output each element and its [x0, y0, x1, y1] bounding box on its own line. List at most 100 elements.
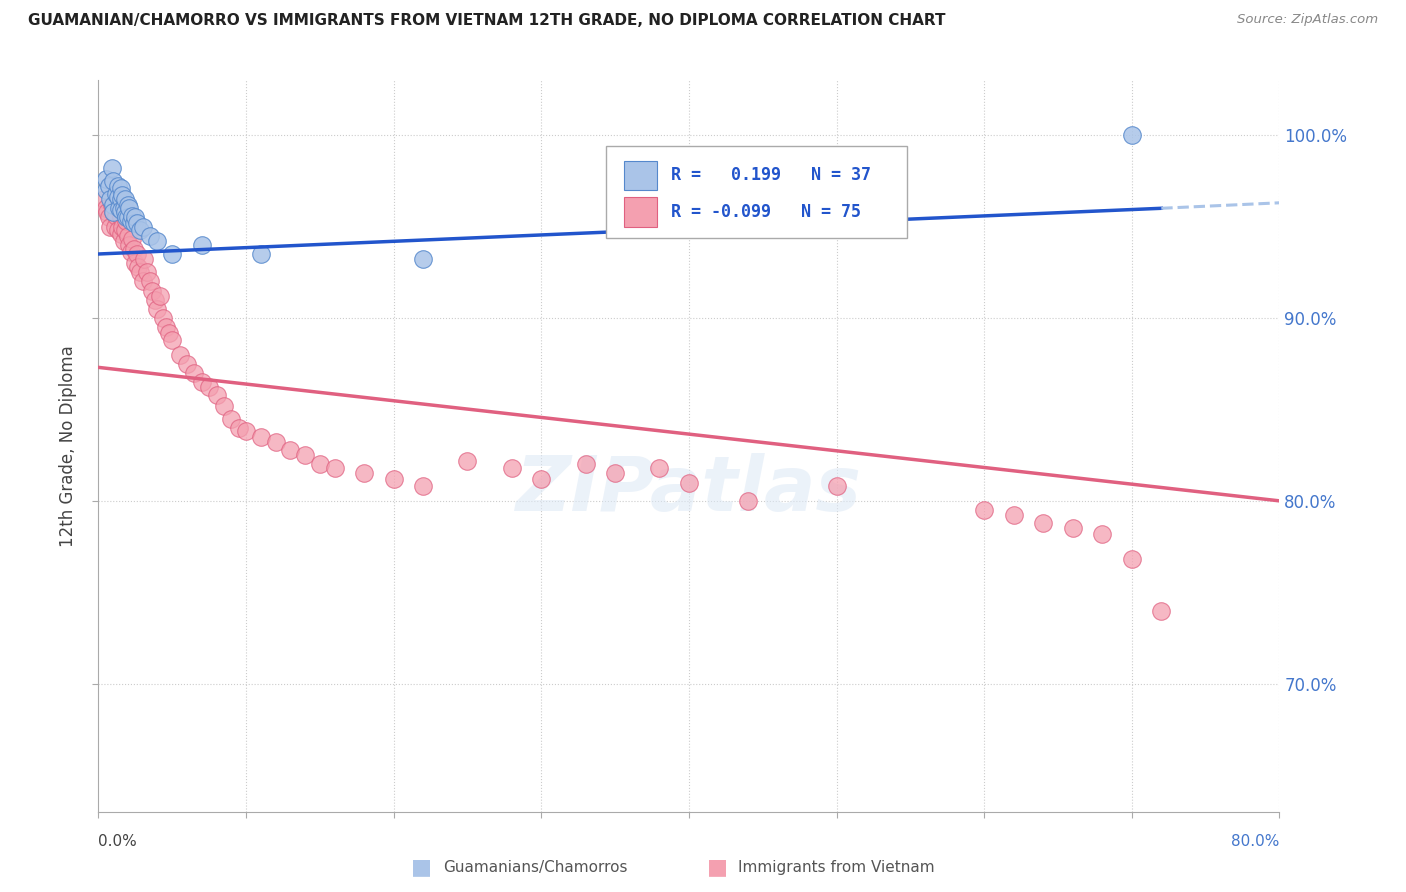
Point [162, 247, 183, 261]
Point [678, 475, 700, 490]
Point [118, 238, 141, 252]
Point [574, 458, 596, 472]
Point [114, 223, 136, 237]
Point [143, 293, 166, 307]
Text: R =   0.199   N = 37: R = 0.199 N = 37 [671, 167, 872, 185]
Point [1121, 128, 1143, 142]
Point [108, 201, 131, 215]
Point [117, 205, 139, 219]
Point [973, 503, 995, 517]
Point [105, 209, 128, 223]
Point [412, 252, 434, 267]
Y-axis label: 12th Grade, No Diploma: 12th Grade, No Diploma [59, 345, 77, 547]
Point [111, 219, 134, 234]
Point [134, 252, 156, 267]
Point [250, 430, 273, 444]
Point [176, 357, 198, 371]
Point [382, 472, 405, 486]
Point [157, 326, 180, 340]
Point [97, 211, 120, 225]
Text: 80.0%: 80.0% [1232, 834, 1279, 848]
Point [100, 161, 122, 175]
Point [191, 238, 214, 252]
Point [169, 347, 191, 362]
Point [121, 232, 143, 246]
Point [94, 201, 117, 215]
Text: ■: ■ [707, 857, 727, 877]
Point [110, 192, 132, 206]
Point [737, 493, 759, 508]
Point [124, 256, 146, 270]
Point [198, 380, 221, 394]
Point [132, 219, 155, 234]
Point [146, 234, 169, 248]
Point [114, 205, 136, 219]
Point [264, 435, 287, 450]
Point [149, 289, 172, 303]
Point [128, 223, 150, 237]
Point [323, 461, 346, 475]
Point [118, 201, 141, 215]
Point [104, 219, 127, 234]
Point [105, 186, 128, 201]
Point [235, 425, 257, 439]
Point [183, 366, 205, 380]
Point [110, 203, 132, 218]
Point [155, 320, 177, 334]
Point [1150, 603, 1173, 617]
Point [1002, 508, 1025, 523]
Point [125, 216, 148, 230]
Point [1121, 552, 1143, 566]
Text: Immigrants from Vietnam: Immigrants from Vietnam [738, 860, 935, 874]
Point [112, 201, 135, 215]
Point [501, 461, 523, 475]
Point [212, 399, 235, 413]
Point [121, 209, 143, 223]
Point [97, 179, 120, 194]
Text: ■: ■ [412, 857, 432, 877]
Point [825, 479, 848, 493]
Point [122, 216, 145, 230]
Point [141, 284, 163, 298]
Point [228, 420, 250, 434]
Point [98, 219, 121, 234]
Point [124, 211, 146, 225]
Point [139, 228, 162, 243]
Point [107, 223, 129, 237]
Point [128, 265, 150, 279]
Point [115, 214, 138, 228]
Point [456, 453, 478, 467]
Point [107, 179, 129, 194]
Point [98, 192, 121, 206]
Point [120, 214, 142, 228]
Point [132, 274, 155, 288]
Point [103, 205, 125, 219]
Point [127, 260, 149, 274]
Point [152, 310, 174, 325]
Point [108, 201, 131, 215]
Point [103, 205, 125, 219]
Point [250, 247, 273, 261]
Point [117, 228, 139, 243]
Point [648, 461, 671, 475]
Point [139, 274, 162, 288]
Point [115, 211, 138, 225]
Point [112, 234, 135, 248]
Point [111, 188, 134, 202]
Point [125, 247, 148, 261]
Text: Source: ZipAtlas.com: Source: ZipAtlas.com [1237, 13, 1378, 27]
Point [162, 333, 183, 347]
Point [103, 174, 125, 188]
Point [96, 205, 118, 219]
Text: ZIPatlas: ZIPatlas [516, 453, 862, 527]
Point [530, 472, 553, 486]
Point [412, 479, 434, 493]
Point [117, 211, 139, 225]
Point [1062, 521, 1084, 535]
Point [117, 197, 139, 211]
Point [93, 192, 115, 206]
Point [309, 458, 332, 472]
Text: R = -0.099   N = 75: R = -0.099 N = 75 [671, 203, 862, 221]
Point [294, 448, 316, 462]
Point [103, 197, 125, 211]
